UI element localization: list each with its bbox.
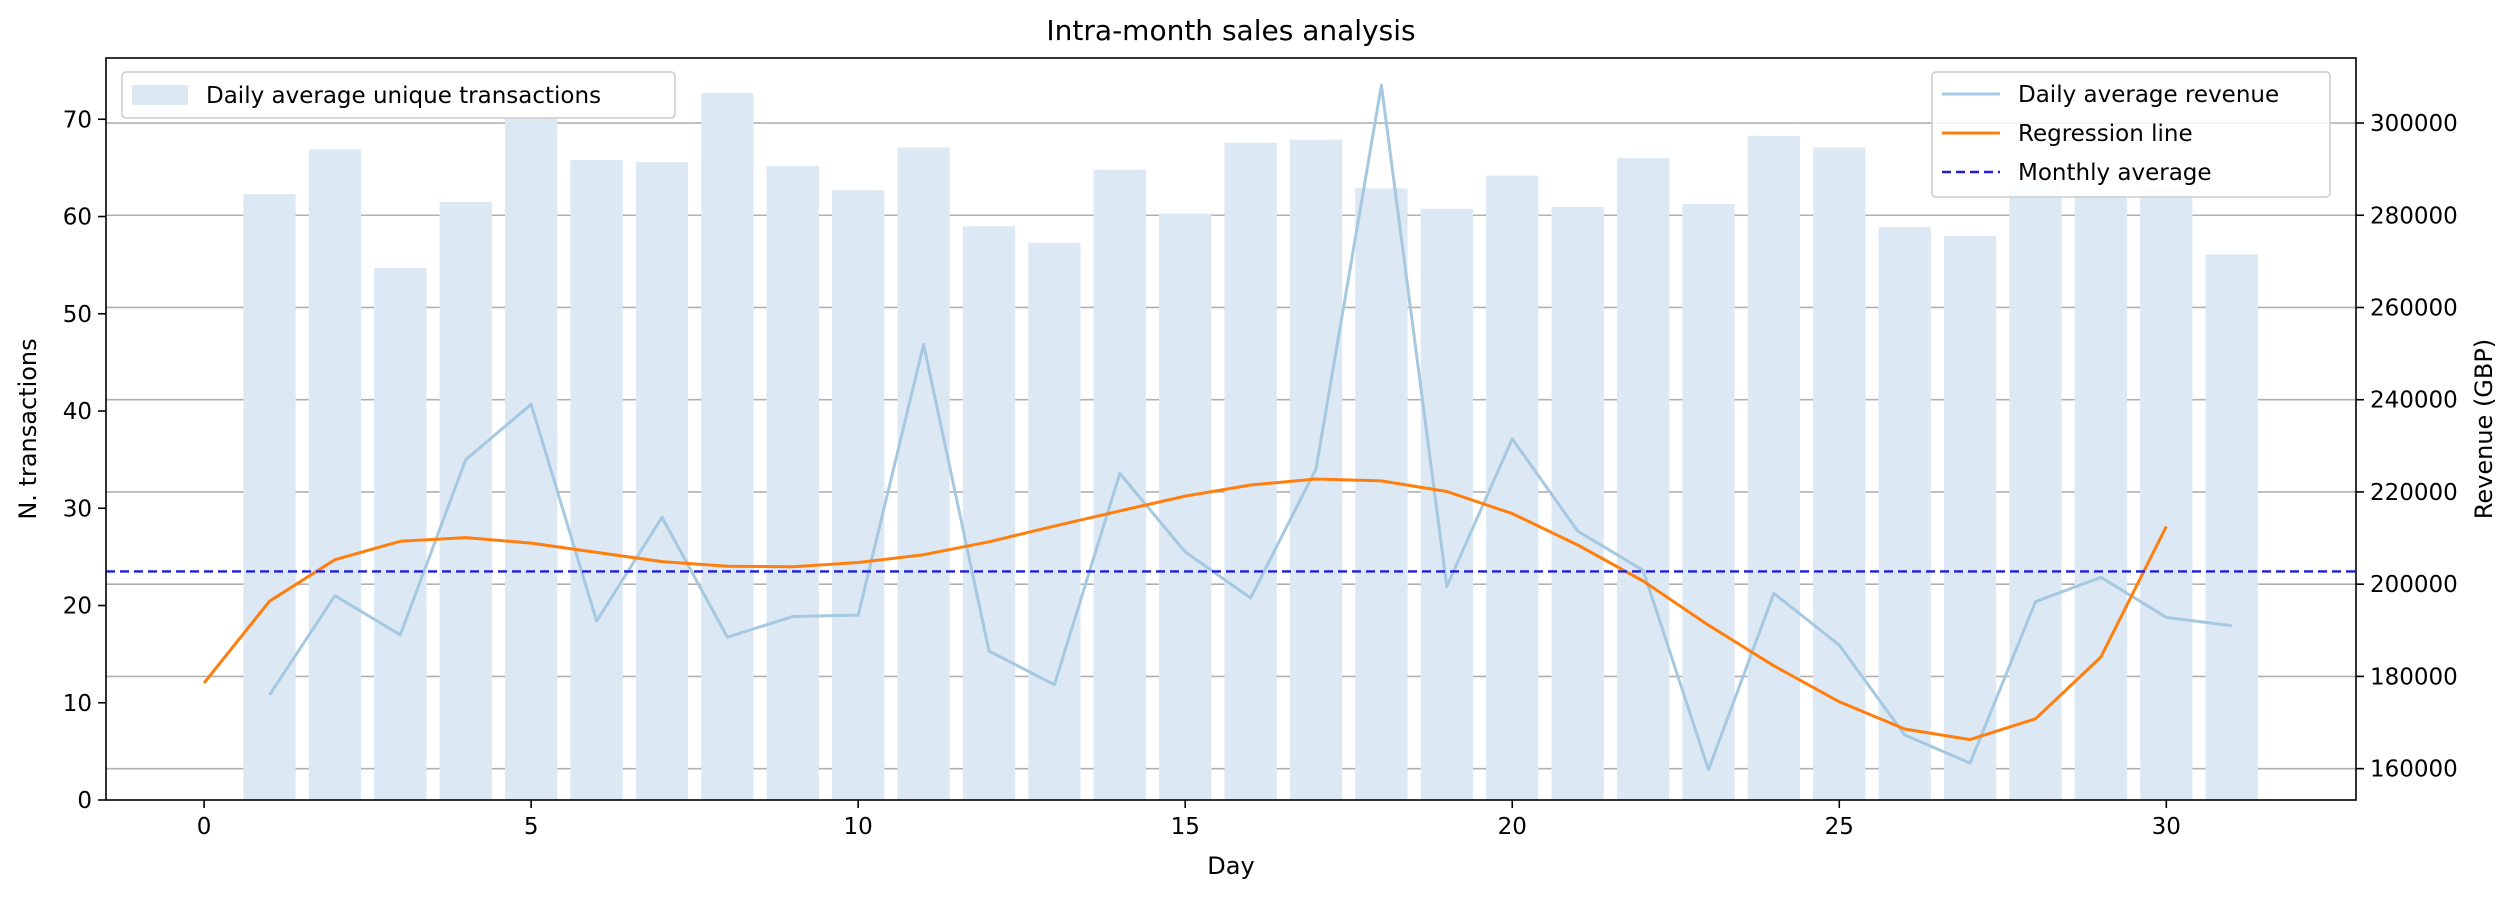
regression-line [202, 477, 2168, 742]
x-tick-label: 5 [524, 814, 539, 840]
bar [962, 226, 1016, 800]
bar [832, 190, 885, 800]
chart-title: Intra-month sales analysis [1046, 14, 1415, 47]
bar [570, 160, 623, 800]
bar [1747, 135, 1801, 801]
y-tick-label-right: 240000 [2370, 388, 2458, 414]
x-tick-label: 20 [1498, 814, 1527, 840]
y-tick-label-left: 40 [63, 399, 92, 425]
legend-swatch-bars [132, 85, 188, 105]
y-tick-label-right: 180000 [2370, 664, 2458, 690]
right-axis-ticks: 160000 180000 200000 220000 240000 260000 2800… [2356, 111, 2458, 783]
bar [1420, 208, 1474, 800]
y-tick-label-left: 10 [63, 691, 92, 717]
bar [897, 147, 950, 800]
bar [308, 149, 362, 800]
x-tick-label: 10 [844, 814, 873, 840]
y-tick-label-left: 70 [63, 107, 92, 133]
bar [1355, 188, 1408, 801]
legend-right-box [1931, 71, 2331, 198]
legend-left-box [121, 71, 676, 119]
bar [2009, 185, 2062, 800]
bar [1682, 203, 1735, 800]
bar [1943, 235, 1997, 800]
y-tick-label-right: 160000 [2370, 757, 2458, 783]
revenue-line [268, 83, 2232, 772]
left-axis-ticks: 0 10 20 30 40 50 60 70 [63, 107, 106, 814]
x-tick-label: 0 [197, 814, 212, 840]
bar [1224, 142, 1277, 801]
bar [1878, 227, 1931, 801]
y-tick-label-right: 200000 [2370, 572, 2458, 598]
legend-label-regression: Regression line [2018, 121, 2193, 147]
x-tick-label: 30 [2152, 814, 2181, 840]
y-tick-label-left: 0 [77, 788, 92, 814]
bar [766, 165, 819, 801]
legend-label-monthly-average: Monthly average [2018, 160, 2212, 186]
series-lines [106, 83, 2356, 772]
bar [439, 201, 492, 800]
x-axis-label: Day [1207, 852, 1254, 880]
y-tick-label-right: 280000 [2370, 203, 2458, 229]
bar [2140, 190, 2193, 800]
bar [243, 194, 296, 800]
y-tick-label-left: 20 [63, 594, 92, 620]
y-tick-label-right: 300000 [2370, 111, 2458, 137]
bar [1616, 158, 1670, 800]
x-tick-label: 25 [1825, 814, 1854, 840]
legend-right: Daily average revenue Regression line Mo… [1931, 71, 2331, 198]
bar [701, 93, 754, 801]
bar [1486, 175, 1539, 800]
bar [504, 116, 558, 800]
y-axis-label-right: Revenue (GBP) [2470, 339, 2498, 519]
bar [2074, 196, 2128, 800]
y-tick-label-left: 60 [63, 205, 92, 231]
bar [374, 268, 427, 800]
y-tick-label-right: 220000 [2370, 480, 2458, 506]
x-axis-ticks: 0 5 10 15 20 25 30 [197, 800, 2181, 840]
bar [635, 162, 689, 800]
legend-label-bars: Daily average unique transactions [206, 83, 601, 109]
bar [1551, 206, 1604, 800]
y-tick-label-left: 30 [63, 496, 92, 522]
legend-left: Daily average unique transactions [121, 71, 676, 119]
bar [1093, 169, 1146, 801]
x-tick-label: 15 [1171, 814, 1200, 840]
bar [1159, 213, 1212, 801]
legend-label-revenue: Daily average revenue [2018, 82, 2279, 108]
y-axis-label-left: N. transactions [14, 338, 42, 519]
bars [243, 93, 2258, 801]
y-tick-label-left: 50 [63, 302, 92, 328]
bar [2205, 254, 2258, 800]
plot-frame [105, 57, 2357, 801]
y-tick-label-right: 260000 [2370, 295, 2458, 321]
